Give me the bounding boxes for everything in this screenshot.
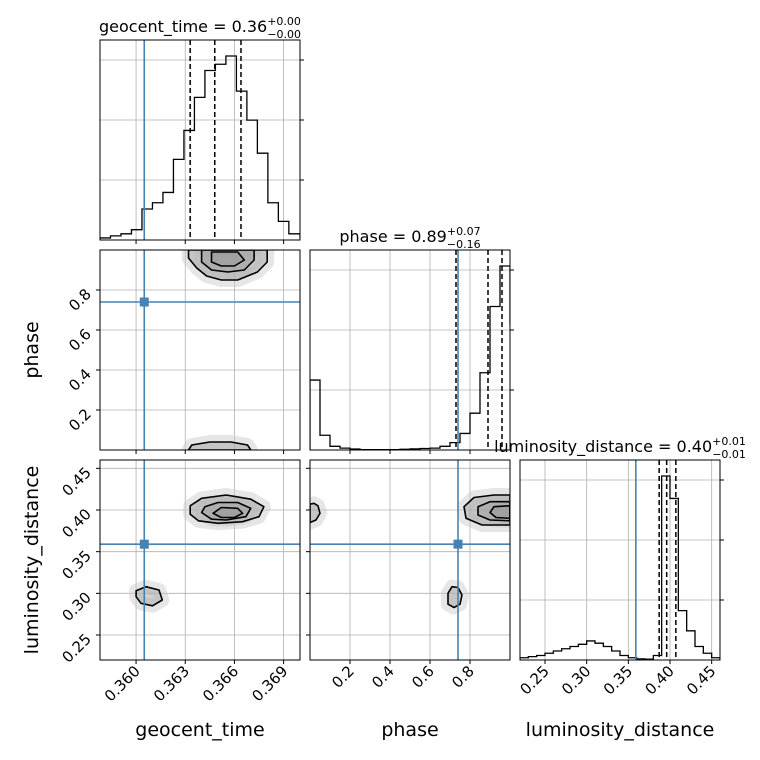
x-tick-label: 0.30 (558, 662, 594, 698)
contour-line (189, 494, 265, 525)
histogram-panel-luminosity_distance (519, 459, 724, 664)
contour-line (200, 501, 252, 521)
histogram-step-phase (310, 265, 510, 450)
contour-line (210, 251, 246, 267)
title-text: phase = 0.89+0.07 −0.16 (339, 225, 480, 251)
y-tick-label: 0.30 (58, 588, 94, 624)
x-tick-label: 0.2 (328, 662, 358, 692)
x-axis-label-phase: phase (381, 719, 438, 741)
density-fill (310, 503, 320, 523)
truth-marker (139, 539, 149, 549)
title-value: luminosity_distance = 0.40 (494, 437, 712, 457)
axes-frame (309, 459, 511, 661)
histogram-step-luminosity_distance (520, 475, 720, 660)
y-tick-label: 0.35 (58, 547, 94, 583)
density-fill (211, 252, 245, 266)
title-value: phase = 0.89 (339, 227, 446, 246)
y-axis-label-phase: phase (21, 321, 43, 378)
x-tick-label: 0.35 (600, 662, 636, 698)
title-upper-error: +0.00 (267, 15, 301, 28)
axes-frame (99, 39, 301, 241)
x-tick-label: 0.369 (248, 662, 291, 705)
scatter-panel-phase-luminosity_distance (306, 459, 511, 664)
axes-frame (519, 459, 721, 661)
density-fill (136, 586, 163, 606)
contour-line (187, 250, 269, 281)
x-tick-label: 0.8 (448, 662, 478, 692)
contour-line (200, 250, 255, 273)
y-tick-label: 0.45 (58, 463, 94, 499)
truth-marker (139, 297, 149, 307)
y-axis-label-luminosity_distance: luminosity_distance (21, 466, 43, 655)
histogram-panel-phase (309, 249, 514, 454)
y-tick-label: 0.2 (65, 405, 95, 435)
title-lower-error: −0.00 (267, 28, 301, 41)
density-fill (188, 442, 251, 450)
density-fill (188, 250, 268, 280)
title-upper-error: +0.07 (447, 225, 481, 238)
contour-line (489, 504, 510, 520)
y-tick-label: 0.40 (58, 505, 94, 541)
x-tick-label: 0.363 (150, 662, 193, 705)
contour-line (310, 502, 321, 524)
y-tick-label: 0.25 (58, 630, 94, 666)
title-upper-error: +0.01 (712, 435, 746, 448)
title-text: geocent_time = 0.36+0.00 −0.00 (99, 15, 301, 41)
x-tick-label: 0.45 (683, 662, 719, 698)
contour-line (463, 494, 510, 526)
x-axis-label-geocent_time: geocent_time (135, 719, 264, 741)
x-tick-label: 0.40 (641, 662, 677, 698)
axes-frame (99, 249, 301, 451)
y-tick-label: 0.4 (65, 365, 95, 395)
contour-line (447, 585, 463, 609)
contour-line (187, 441, 252, 450)
contour-line (135, 585, 164, 607)
truth-marker (453, 539, 463, 549)
scatter-panel-geocent_time-phase (96, 249, 301, 454)
y-tick-label: 0.8 (65, 285, 95, 315)
panel-title-luminosity_distance: luminosity_distance = 0.40+0.01 −0.01 (494, 435, 746, 461)
title-lower-error: −0.01 (712, 448, 746, 461)
x-tick-label: 0.360 (101, 662, 144, 705)
histogram-panel-geocent_time (99, 39, 304, 244)
axes-frame (309, 249, 511, 451)
x-axis-label-luminosity_distance: luminosity_distance (526, 719, 715, 741)
panel-title-geocent_time: geocent_time = 0.36+0.00 −0.00 (99, 15, 301, 41)
title-lower-error: −0.16 (447, 238, 481, 251)
panel-title-phase: phase = 0.89+0.07 −0.16 (339, 225, 480, 251)
histogram-step-geocent_time (100, 55, 300, 240)
density-fill (213, 507, 243, 518)
scatter-panel-geocent_time-luminosity_distance (96, 459, 301, 664)
x-tick-label: 0.25 (516, 662, 552, 698)
x-tick-label: 0.366 (199, 662, 242, 705)
contour-line (212, 506, 244, 519)
density-fill (490, 505, 510, 519)
title-text: luminosity_distance = 0.40+0.01 −0.01 (494, 435, 746, 461)
axes-frame (99, 459, 301, 661)
x-tick-label: 0.4 (368, 662, 398, 692)
contour-line (477, 500, 510, 522)
y-tick-label: 0.6 (65, 325, 95, 355)
title-value: geocent_time = 0.36 (99, 17, 267, 37)
x-tick-label: 0.6 (408, 662, 438, 692)
